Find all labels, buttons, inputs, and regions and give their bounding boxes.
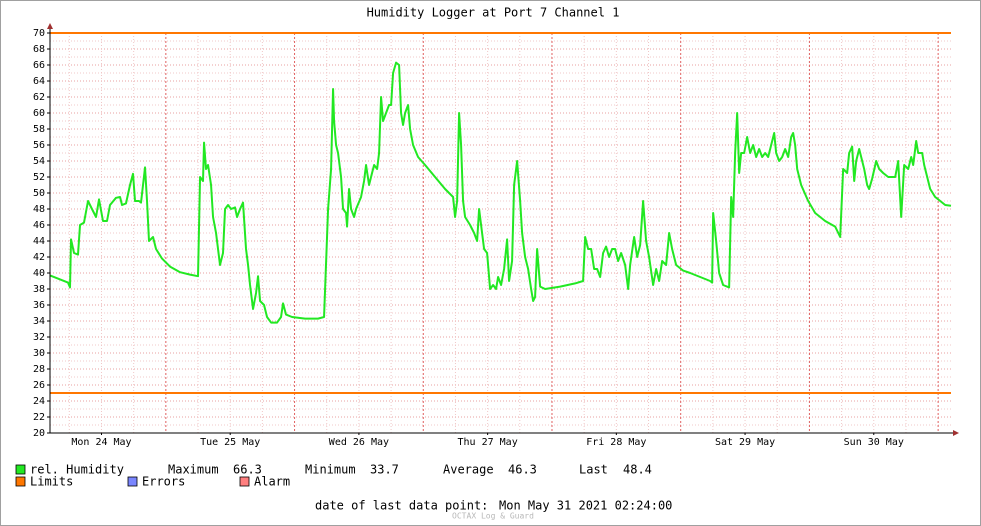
legend-label: Alarm: [254, 475, 290, 489]
y-tick-label: 44: [33, 236, 45, 247]
legend-swatch: [239, 476, 250, 487]
y-tick-label: 48: [33, 204, 45, 215]
y-arrow: [47, 23, 53, 29]
y-tick-label: 70: [33, 28, 45, 39]
y-tick-label: 56: [33, 140, 45, 151]
x-tick-label: Wed 26 May: [329, 437, 389, 448]
y-tick-label: 22: [33, 412, 45, 423]
x-tick-label: Tue 25 May: [200, 437, 260, 448]
y-tick-label: 54: [33, 156, 45, 167]
stat-label: Minimum: [305, 463, 356, 477]
footer-label: date of last data point:: [315, 499, 488, 513]
y-tick-label: 34: [33, 316, 45, 327]
y-tick-label: 62: [33, 92, 45, 103]
data-line: [49, 61, 952, 324]
stat-value: 48.4: [623, 463, 652, 477]
y-tick-label: 46: [33, 220, 45, 231]
legend-swatch: [15, 464, 26, 475]
y-tick-label: 32: [33, 332, 45, 343]
footer-value: Mon May 31 2021 02:24:00: [499, 499, 672, 513]
x-tick-label: Mon 24 May: [71, 437, 131, 448]
y-tick-label: 50: [33, 188, 45, 199]
x-tick-label: Fri 28 May: [586, 437, 646, 448]
legend: rel. Humidity Maximum 66.3 Minimum 33.7 Avera…: [15, 463, 652, 489]
y-tick-label: 26: [33, 380, 45, 391]
y-tick-label: 36: [33, 300, 45, 311]
grid: 20 22 24 26 28 30 32 34 36 38 40 42 44 46 48 50 52 54 56 58…: [33, 28, 951, 448]
legend-swatch: [127, 476, 138, 487]
stat-label: Average: [443, 463, 494, 477]
watermark: OCTAX Log & Guard: [452, 512, 534, 521]
y-tick-label: 40: [33, 268, 45, 279]
y-tick-label: 58: [33, 124, 45, 135]
stat-label: Maximum: [168, 463, 219, 477]
x-arrow: [953, 430, 959, 436]
x-tick-label: Thu 27 May: [458, 437, 518, 448]
stat-value: 46.3: [508, 463, 537, 477]
y-tick-label: 52: [33, 172, 45, 183]
stat-label: Last: [579, 463, 608, 477]
chart-title: Humidity Logger at Port 7 Channel 1: [367, 6, 620, 20]
stat-value: 33.7: [370, 463, 399, 477]
legend-label: rel. Humidity: [30, 463, 124, 477]
x-tick-label: Sat 29 May: [715, 437, 775, 448]
y-tick-label: 66: [33, 60, 45, 71]
y-tick-label: 64: [33, 76, 45, 87]
y-tick-label: 42: [33, 252, 45, 263]
legend-swatch: [15, 476, 26, 487]
y-tick-label: 24: [33, 396, 45, 407]
stat-value: 66.3: [233, 463, 262, 477]
y-tick-label: 60: [33, 108, 45, 119]
y-tick-label: 28: [33, 364, 45, 375]
y-tick-label: 38: [33, 284, 45, 295]
legend-label: Limits: [30, 475, 73, 489]
x-tick-label: Sun 30 May: [844, 437, 904, 448]
y-tick-label: 20: [33, 428, 45, 439]
marks: [49, 32, 952, 394]
y-tick-label: 68: [33, 44, 45, 55]
legend-label: Errors: [142, 475, 185, 489]
y-tick-label: 30: [33, 348, 45, 359]
